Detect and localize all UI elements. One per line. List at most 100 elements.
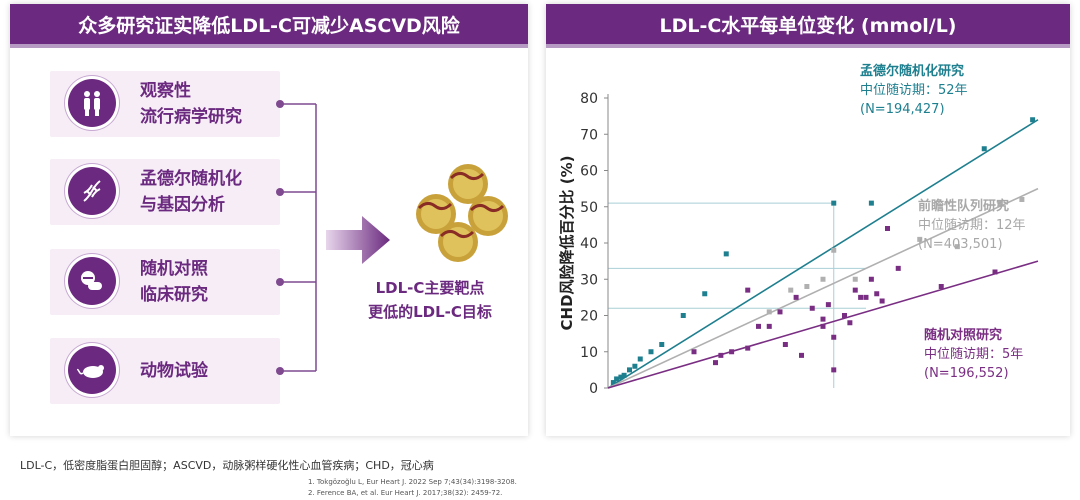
- y-tick-label: 70: [580, 127, 598, 143]
- data-point-1: [997, 200, 1003, 206]
- data-point-0: [723, 251, 729, 257]
- y-tick-label: 60: [580, 164, 598, 180]
- study-observational: 观察性 流行病学研究: [50, 71, 280, 137]
- data-point-0: [1030, 117, 1036, 123]
- chart-title: LDL-C水平每单位变化 (mmol/L): [546, 4, 1070, 48]
- data-point-2: [825, 302, 831, 308]
- data-point-1: [766, 309, 772, 315]
- data-point-0: [702, 291, 708, 297]
- data-point-0: [637, 356, 643, 362]
- data-point-2: [868, 276, 874, 282]
- left-panel: 众多研究证实降低LDL-C可减少ASCVD风险: [10, 4, 528, 436]
- data-point-1: [954, 244, 960, 250]
- reference-2: 2. Ference BA, et al. Eur Heart J. 2017;…: [308, 489, 503, 497]
- target-line1: LDL-C主要靶点: [375, 279, 485, 297]
- data-point-1: [804, 284, 810, 289]
- connector-dot: [276, 188, 284, 196]
- data-point-2: [729, 349, 735, 355]
- data-point-2: [713, 360, 718, 366]
- study-label-line1: 观察性: [140, 81, 191, 101]
- connector-lines: [280, 103, 508, 372]
- legend-cohort: 前瞻性队列研究 中位随访期：12年 (N=403,501): [918, 197, 1026, 254]
- study-label-line1: 随机对照: [140, 259, 208, 279]
- study-mendelian: 孟德尔随机化 与基因分析: [50, 159, 280, 225]
- legend-rct: 随机对照研究 中位随访期：5年 (N=196,552): [924, 326, 1023, 383]
- mouse-icon: [68, 346, 116, 394]
- data-point-2: [885, 226, 890, 231]
- study-label-line2: 与基因分析: [140, 195, 225, 215]
- data-point-1: [1019, 197, 1025, 202]
- data-point-2: [992, 269, 998, 275]
- data-point-2: [842, 313, 847, 318]
- trend-line-1: [607, 187, 1039, 389]
- study-label-line2: 临床研究: [140, 285, 208, 305]
- y-tick-label: 30: [580, 272, 598, 288]
- data-point-2: [863, 294, 869, 300]
- data-point-2: [718, 352, 724, 358]
- data-point-2: [809, 305, 815, 311]
- data-point-2: [879, 298, 885, 304]
- data-point-1: [788, 287, 794, 293]
- y-tick-label: 10: [580, 345, 598, 361]
- data-point-2: [756, 323, 761, 329]
- data-point-0: [627, 367, 632, 373]
- data-point-0: [614, 376, 620, 382]
- legend-rct-n: (N=196,552): [924, 366, 1009, 381]
- data-point-2: [820, 323, 826, 329]
- data-point-0: [659, 342, 665, 347]
- trend-line-0: [607, 119, 1039, 389]
- abbreviations-note: LDL-C，低密度脂蛋白胆固醇；ASCVD，动脉粥样硬化性心血管疾病；CHD，冠…: [20, 459, 434, 472]
- study-label-line1: 动物试验: [140, 361, 208, 381]
- data-point-2: [831, 334, 837, 340]
- data-point-2: [820, 316, 826, 322]
- data-point-2: [874, 291, 880, 297]
- connector-dot: [276, 278, 284, 286]
- data-point-2: [852, 287, 858, 293]
- chart-area: 0 10 20 30 40 50 60 70 80 CHD风险降低百分比 (%): [558, 91, 1039, 397]
- data-point-0: [831, 200, 837, 206]
- study-animal: 动物试验: [50, 338, 280, 404]
- data-point-0: [981, 146, 987, 152]
- study-label-line2: 流行病学研究: [140, 107, 242, 127]
- data-point-0: [618, 374, 624, 380]
- data-point-1: [831, 247, 837, 253]
- study-label-line1: 孟德尔随机化: [140, 169, 242, 189]
- ldl-particles-icon: [416, 164, 508, 262]
- reference-1: 1. Tokgözoğlu L, Eur Heart J. 2022 Sep 7…: [308, 478, 517, 486]
- data-point-0: [632, 363, 638, 369]
- target-line2: 更低的LDL-C目标: [368, 303, 492, 321]
- data-point-2: [793, 294, 799, 300]
- data-point-2: [745, 345, 751, 351]
- data-point-2: [847, 320, 853, 326]
- legend-cohort-n: (N=403,501): [918, 237, 1003, 252]
- data-point-0: [610, 380, 616, 386]
- data-point-2: [782, 342, 788, 347]
- data-point-0: [868, 200, 874, 206]
- connector-dot: [276, 367, 284, 375]
- data-point-2: [858, 294, 864, 300]
- data-point-0: [621, 372, 627, 378]
- pills-icon: [68, 257, 116, 305]
- y-axis-label: CHD风险降低百分比 (%): [558, 156, 576, 331]
- connector-dot: [276, 100, 284, 108]
- data-point-2: [745, 287, 751, 293]
- legend-cohort-title: 前瞻性队列研究: [918, 199, 1010, 214]
- dna-icon: [68, 167, 116, 215]
- data-point-2: [777, 309, 783, 315]
- people-icon: [68, 79, 116, 127]
- right-panel: LDL-C水平每单位变化 (mmol/L) 0 10 20 30 40 50 60 70 80 C…: [546, 4, 1070, 436]
- data-point-1: [820, 276, 826, 282]
- y-tick-label: 50: [580, 200, 598, 216]
- legend-cohort-followup: 中位随访期：12年: [918, 218, 1026, 233]
- legend-rct-followup: 中位随访期：5年: [924, 347, 1024, 362]
- arrow-icon: [326, 216, 390, 264]
- data-point-2: [938, 284, 944, 289]
- data-point-1: [852, 276, 858, 282]
- legend-mendelian-title: 孟德尔随机化研究: [860, 64, 965, 79]
- data-point-2: [691, 349, 697, 355]
- data-point-0: [648, 349, 654, 355]
- study-rct: 随机对照 临床研究: [50, 249, 280, 315]
- data-point-1: [917, 236, 923, 242]
- data-point-0: [680, 313, 686, 318]
- left-banner: 众多研究证实降低LDL-C可减少ASCVD风险: [10, 4, 528, 48]
